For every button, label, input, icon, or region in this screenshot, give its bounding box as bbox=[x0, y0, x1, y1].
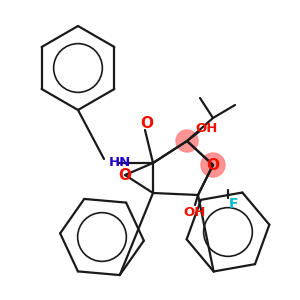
Text: HN: HN bbox=[109, 157, 131, 169]
Circle shape bbox=[201, 153, 225, 177]
Text: O: O bbox=[206, 158, 220, 172]
Text: OH: OH bbox=[196, 122, 218, 134]
Circle shape bbox=[176, 130, 198, 152]
Text: OH: OH bbox=[184, 206, 206, 220]
Text: O: O bbox=[118, 167, 131, 182]
Text: O: O bbox=[140, 116, 154, 130]
Text: F: F bbox=[228, 197, 238, 211]
